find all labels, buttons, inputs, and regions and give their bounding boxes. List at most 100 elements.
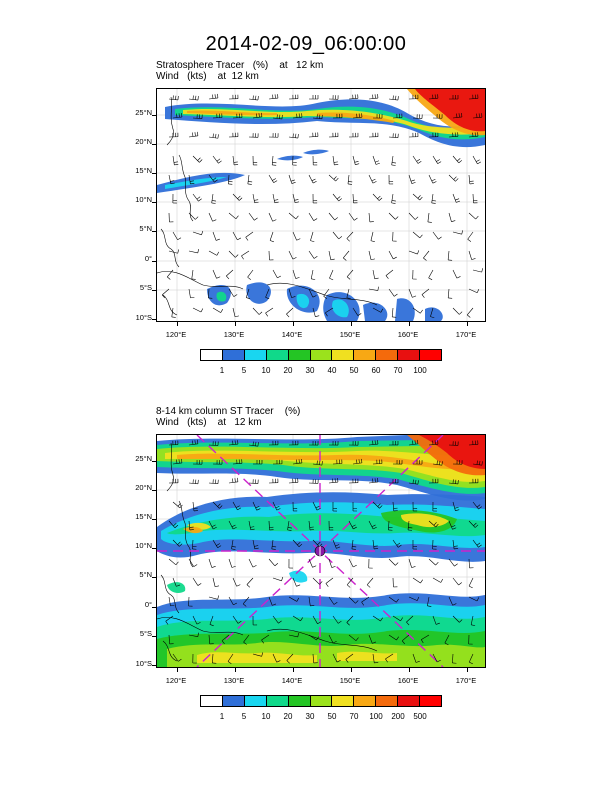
wind-barb-icon bbox=[232, 155, 239, 166]
wind-barb-icon bbox=[268, 133, 279, 138]
wind-barb-icon bbox=[452, 460, 463, 465]
wind-barb-icon bbox=[348, 596, 359, 604]
lat-tick bbox=[152, 144, 156, 145]
wind-barb-icon bbox=[168, 249, 180, 254]
wind-barb-icon bbox=[432, 615, 440, 625]
wind-barb-icon bbox=[211, 653, 217, 664]
wind-barb-icon bbox=[271, 539, 277, 550]
wind-barb-icon bbox=[310, 231, 315, 243]
colorbar-swatch bbox=[266, 696, 289, 706]
wind-barb-icon bbox=[272, 269, 281, 279]
wind-barb-icon bbox=[192, 193, 202, 202]
lon-label: 150°E bbox=[339, 330, 361, 339]
colorbar-swatch bbox=[288, 696, 311, 706]
wind-barb-icon bbox=[468, 250, 476, 260]
wind-barb-icon bbox=[392, 460, 403, 465]
wind-barb-icon bbox=[208, 93, 219, 100]
wind-barb-icon bbox=[432, 653, 441, 663]
wind-barb-icon bbox=[308, 95, 319, 100]
lon-tick bbox=[293, 322, 294, 326]
wind-barb-icon bbox=[392, 539, 402, 548]
lat-label: 10°N bbox=[135, 195, 152, 204]
wind-barb-icon bbox=[312, 577, 323, 585]
map-2-tracer-field bbox=[157, 435, 485, 667]
wind-barb-icon bbox=[366, 577, 374, 588]
wind-barb-icon bbox=[287, 520, 292, 531]
lon-label: 140°E bbox=[281, 330, 303, 339]
wind-barb-icon bbox=[328, 634, 337, 644]
wind-barb-icon bbox=[168, 132, 179, 138]
wind-barb-icon bbox=[448, 94, 459, 100]
wind-barb-icon bbox=[368, 286, 379, 291]
wind-barb-icon bbox=[420, 634, 430, 644]
wind-barb-icon bbox=[412, 539, 417, 550]
wind-barb-icon bbox=[452, 193, 461, 203]
wind-barb-icon bbox=[292, 577, 301, 587]
wind-barb-icon bbox=[208, 595, 220, 600]
wind-barb-icon bbox=[188, 288, 195, 299]
wind-barb-icon bbox=[428, 478, 439, 484]
wind-barb-icon bbox=[392, 615, 403, 622]
wind-barb-icon bbox=[247, 269, 254, 280]
wind-barb-icon bbox=[228, 596, 237, 606]
wind-barb-icon bbox=[348, 212, 358, 221]
lat-label: 10°S bbox=[135, 313, 152, 322]
wind-barb-icon bbox=[348, 132, 359, 138]
lat-tick bbox=[152, 173, 156, 174]
colorbar-swatch bbox=[376, 696, 399, 706]
wind-barb-icon bbox=[221, 634, 230, 644]
wind-barb-icon bbox=[188, 558, 198, 567]
lat-label: 20°N bbox=[135, 137, 152, 146]
wind-barb-icon bbox=[228, 132, 239, 138]
wind-barb-icon bbox=[332, 539, 341, 549]
map-2-wind-barbs bbox=[165, 439, 483, 665]
wind-barb-icon bbox=[288, 94, 299, 100]
wind-barb-icon bbox=[308, 174, 317, 184]
wind-barb-icon bbox=[192, 307, 204, 313]
wind-barb-icon bbox=[372, 307, 384, 313]
wind-barb-icon bbox=[208, 634, 214, 645]
wind-barb-icon bbox=[348, 558, 357, 568]
wind-barb-icon bbox=[412, 577, 423, 584]
wind-barb-icon bbox=[192, 653, 197, 664]
lon-tick bbox=[351, 668, 352, 672]
wind-barb-icon bbox=[268, 478, 279, 484]
colorbar-swatch bbox=[201, 350, 223, 360]
colorbar-label: 40 bbox=[327, 366, 337, 375]
wind-barb-icon bbox=[345, 653, 354, 663]
wind-barb-icon bbox=[467, 231, 474, 242]
wind-barb-icon bbox=[372, 615, 383, 622]
wind-barb-icon bbox=[468, 440, 479, 446]
lon-label: 170°E bbox=[455, 330, 477, 339]
wind-barb-icon bbox=[166, 269, 174, 280]
wind-barb-icon bbox=[385, 269, 394, 279]
wind-barb-icon bbox=[312, 193, 318, 204]
wind-barb-icon bbox=[248, 212, 258, 221]
wind-barb-icon bbox=[288, 174, 296, 184]
wind-barb-icon bbox=[192, 577, 202, 586]
wind-barb-icon bbox=[328, 441, 339, 446]
wind-barb-icon bbox=[408, 439, 419, 446]
wind-barb-icon bbox=[188, 479, 199, 485]
wind-barb-icon bbox=[212, 501, 223, 509]
colorbar-label: 1 bbox=[219, 366, 225, 375]
column-st-tracer-map bbox=[156, 434, 486, 668]
wind-barb-icon bbox=[452, 501, 460, 511]
wind-barb-icon bbox=[228, 250, 239, 258]
wind-barb-icon bbox=[468, 577, 474, 589]
wind-barb-icon bbox=[310, 269, 316, 280]
wind-barb-icon bbox=[292, 458, 303, 465]
wind-barb-icon bbox=[188, 131, 199, 138]
wind-barb-icon bbox=[212, 155, 222, 164]
colorbar-swatch bbox=[420, 350, 441, 360]
colorbar-label: 50 bbox=[327, 712, 337, 721]
wind-barb-icon bbox=[172, 231, 182, 241]
panel-1-title: Stratosphere Tracer (%) at 12 km bbox=[156, 60, 324, 71]
wind-barb-icon bbox=[448, 174, 459, 182]
wind-barb-icon bbox=[407, 520, 413, 531]
wind-barb-icon bbox=[388, 95, 399, 101]
wind-barb-icon bbox=[246, 577, 254, 588]
colorbar-swatch bbox=[332, 696, 355, 706]
panel-1-subtitle: Wind (kts) at 12 km bbox=[156, 71, 259, 82]
wind-barb-icon bbox=[312, 307, 320, 317]
